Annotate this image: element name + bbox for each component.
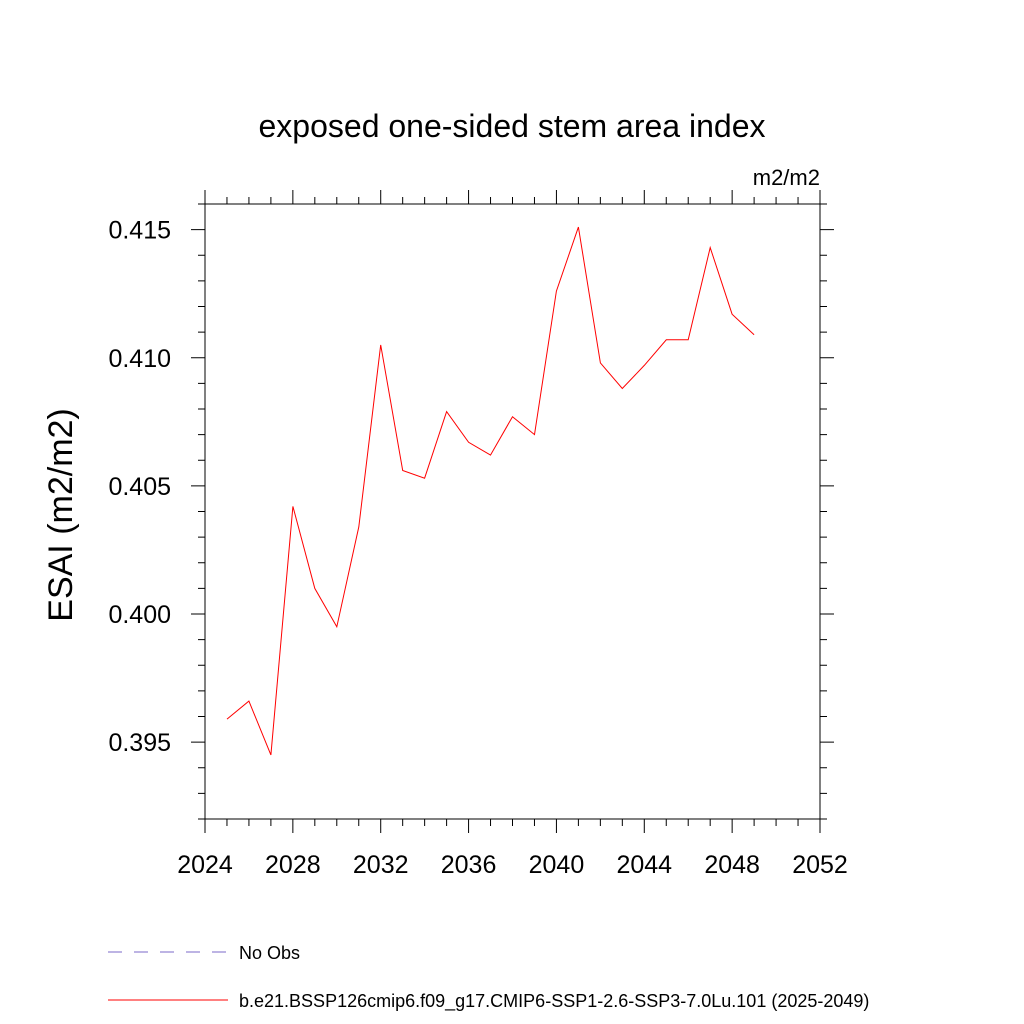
- x-tick-label: 2032: [353, 851, 409, 879]
- plot-frame: [204, 203, 821, 820]
- x-tick-label: 2040: [529, 851, 585, 879]
- legend-label: b.e21.BSSP126cmip6.f09_g17.CMIP6-SSP1-2.…: [239, 991, 869, 1012]
- y-tick-label: 0.395: [108, 729, 171, 757]
- x-tick-label: 2048: [704, 851, 760, 879]
- x-tick-label: 2024: [177, 851, 233, 879]
- y-tick-label: 0.410: [108, 345, 171, 373]
- y-tick-label: 0.415: [108, 217, 171, 245]
- y-tick-label: 0.405: [108, 473, 171, 501]
- y-axis-label: ESAI (m2/m2): [42, 408, 80, 621]
- y-tick-label: 0.400: [108, 601, 171, 629]
- x-tick-label: 2044: [616, 851, 672, 879]
- legend-label: No Obs: [239, 943, 300, 963]
- units-label: m2/m2: [753, 165, 820, 190]
- chart-title: exposed one-sided stem area index: [259, 108, 766, 144]
- x-tick-label: 2028: [265, 851, 321, 879]
- x-tick-label: 2052: [792, 851, 848, 879]
- x-tick-label: 2036: [441, 851, 497, 879]
- series-line: [226, 226, 755, 756]
